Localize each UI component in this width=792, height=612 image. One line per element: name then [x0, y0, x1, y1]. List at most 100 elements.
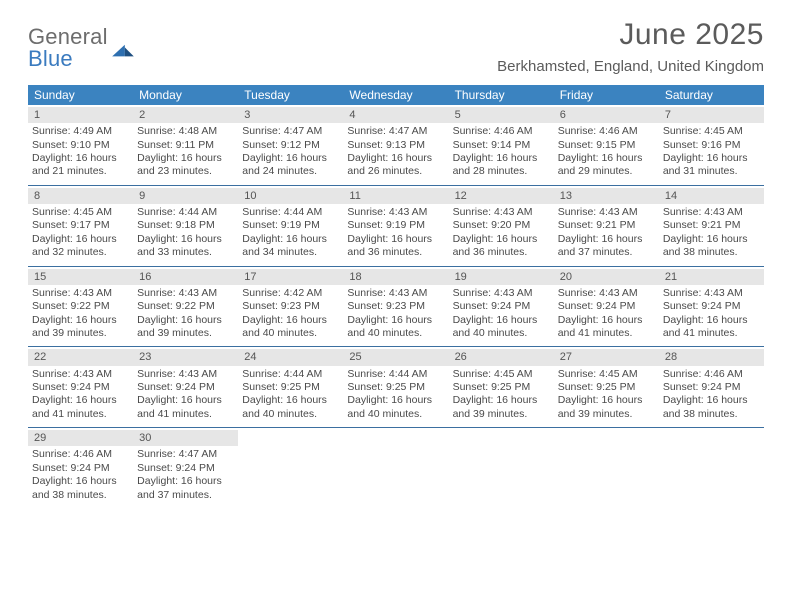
daylight-text: and 40 minutes. [347, 327, 444, 340]
day-cell: 20Sunrise: 4:43 AMSunset: 9:24 PMDayligh… [554, 267, 659, 347]
daylight-text: Daylight: 16 hours [32, 233, 129, 246]
sunrise-text: Sunrise: 4:44 AM [347, 368, 444, 381]
daylight-text: and 41 minutes. [137, 408, 234, 421]
daylight-text: Daylight: 16 hours [663, 314, 760, 327]
sunrise-text: Sunrise: 4:43 AM [558, 287, 655, 300]
weekday-header: Wednesday [343, 85, 448, 105]
day-number: 14 [659, 188, 764, 204]
month-title: June 2025 [497, 18, 764, 52]
day-cell-empty [449, 428, 554, 508]
daylight-text: Daylight: 16 hours [137, 314, 234, 327]
sunrise-text: Sunrise: 4:43 AM [558, 206, 655, 219]
day-cell-empty [554, 428, 659, 508]
day-cell: 12Sunrise: 4:43 AMSunset: 9:20 PMDayligh… [449, 186, 554, 266]
sunset-text: Sunset: 9:24 PM [32, 462, 129, 475]
daylight-text: and 32 minutes. [32, 246, 129, 259]
day-cell: 13Sunrise: 4:43 AMSunset: 9:21 PMDayligh… [554, 186, 659, 266]
daylight-text: Daylight: 16 hours [558, 152, 655, 165]
daylight-text: and 39 minutes. [32, 327, 129, 340]
sunrise-text: Sunrise: 4:47 AM [347, 125, 444, 138]
sunset-text: Sunset: 9:19 PM [347, 219, 444, 232]
weekday-header: Sunday [28, 85, 133, 105]
daylight-text: and 41 minutes. [32, 408, 129, 421]
sunrise-text: Sunrise: 4:47 AM [242, 125, 339, 138]
sunset-text: Sunset: 9:24 PM [663, 381, 760, 394]
sunset-text: Sunset: 9:24 PM [453, 300, 550, 313]
sunrise-text: Sunrise: 4:47 AM [137, 448, 234, 461]
day-number: 23 [133, 349, 238, 365]
day-number: 6 [554, 107, 659, 123]
calendar-body: 1Sunrise: 4:49 AMSunset: 9:10 PMDaylight… [28, 105, 764, 508]
day-cell: 27Sunrise: 4:45 AMSunset: 9:25 PMDayligh… [554, 347, 659, 427]
sunset-text: Sunset: 9:24 PM [137, 381, 234, 394]
sunrise-text: Sunrise: 4:44 AM [242, 206, 339, 219]
sunset-text: Sunset: 9:10 PM [32, 139, 129, 152]
day-number: 2 [133, 107, 238, 123]
sunset-text: Sunset: 9:16 PM [663, 139, 760, 152]
sunrise-text: Sunrise: 4:42 AM [242, 287, 339, 300]
daylight-text: and 28 minutes. [453, 165, 550, 178]
daylight-text: Daylight: 16 hours [558, 314, 655, 327]
daylight-text: Daylight: 16 hours [558, 233, 655, 246]
sunset-text: Sunset: 9:18 PM [137, 219, 234, 232]
header: General Blue June 2025 Berkhamsted, Engl… [28, 18, 764, 75]
day-cell: 14Sunrise: 4:43 AMSunset: 9:21 PMDayligh… [659, 186, 764, 266]
daylight-text: and 31 minutes. [663, 165, 760, 178]
sunrise-text: Sunrise: 4:43 AM [137, 287, 234, 300]
daylight-text: Daylight: 16 hours [453, 314, 550, 327]
sunset-text: Sunset: 9:23 PM [347, 300, 444, 313]
day-number: 9 [133, 188, 238, 204]
daylight-text: Daylight: 16 hours [32, 475, 129, 488]
daylight-text: Daylight: 16 hours [558, 394, 655, 407]
daylight-text: and 29 minutes. [558, 165, 655, 178]
sunrise-text: Sunrise: 4:46 AM [453, 125, 550, 138]
day-number: 8 [28, 188, 133, 204]
sunrise-text: Sunrise: 4:43 AM [137, 368, 234, 381]
sunrise-text: Sunrise: 4:43 AM [453, 206, 550, 219]
sunset-text: Sunset: 9:25 PM [558, 381, 655, 394]
day-number: 29 [28, 430, 133, 446]
day-number: 10 [238, 188, 343, 204]
daylight-text: Daylight: 16 hours [137, 475, 234, 488]
day-number: 12 [449, 188, 554, 204]
day-number: 15 [28, 269, 133, 285]
sunset-text: Sunset: 9:15 PM [558, 139, 655, 152]
day-cell: 5Sunrise: 4:46 AMSunset: 9:14 PMDaylight… [449, 105, 554, 185]
day-number: 17 [238, 269, 343, 285]
daylight-text: Daylight: 16 hours [453, 233, 550, 246]
sunrise-text: Sunrise: 4:43 AM [32, 368, 129, 381]
sunset-text: Sunset: 9:25 PM [453, 381, 550, 394]
sunrise-text: Sunrise: 4:46 AM [558, 125, 655, 138]
daylight-text: Daylight: 16 hours [137, 152, 234, 165]
daylight-text: and 39 minutes. [453, 408, 550, 421]
sunrise-text: Sunrise: 4:46 AM [32, 448, 129, 461]
day-cell: 18Sunrise: 4:43 AMSunset: 9:23 PMDayligh… [343, 267, 448, 347]
daylight-text: and 40 minutes. [242, 408, 339, 421]
day-cell: 2Sunrise: 4:48 AMSunset: 9:11 PMDaylight… [133, 105, 238, 185]
day-cell-empty [343, 428, 448, 508]
sunrise-text: Sunrise: 4:43 AM [32, 287, 129, 300]
day-cell: 28Sunrise: 4:46 AMSunset: 9:24 PMDayligh… [659, 347, 764, 427]
sunset-text: Sunset: 9:24 PM [663, 300, 760, 313]
sunset-text: Sunset: 9:24 PM [32, 381, 129, 394]
day-cell: 22Sunrise: 4:43 AMSunset: 9:24 PMDayligh… [28, 347, 133, 427]
day-cell: 23 Sunrise: 4:43 AMSunset: 9:24 PMDayligh… [133, 347, 238, 427]
daylight-text: Daylight: 16 hours [347, 152, 444, 165]
daylight-text: and 39 minutes. [137, 327, 234, 340]
sunrise-text: Sunrise: 4:45 AM [663, 125, 760, 138]
daylight-text: Daylight: 16 hours [663, 394, 760, 407]
sunset-text: Sunset: 9:12 PM [242, 139, 339, 152]
day-number: 19 [449, 269, 554, 285]
daylight-text: and 38 minutes. [32, 489, 129, 502]
brand-mark-icon [112, 42, 134, 60]
sunrise-text: Sunrise: 4:45 AM [32, 206, 129, 219]
daylight-text: Daylight: 16 hours [137, 394, 234, 407]
day-cell: 1Sunrise: 4:49 AMSunset: 9:10 PMDaylight… [28, 105, 133, 185]
day-number: 13 [554, 188, 659, 204]
daylight-text: Daylight: 16 hours [242, 233, 339, 246]
daylight-text: Daylight: 16 hours [137, 233, 234, 246]
sunrise-text: Sunrise: 4:43 AM [453, 287, 550, 300]
day-number: 21 [659, 269, 764, 285]
day-number: 22 [28, 349, 133, 365]
weekday-header: Tuesday [238, 85, 343, 105]
